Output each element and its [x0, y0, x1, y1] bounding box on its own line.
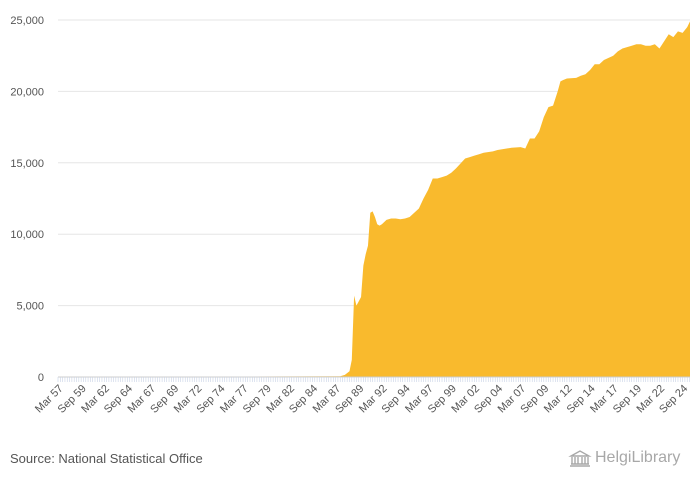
y-tick-label: 25,000 [10, 15, 44, 27]
y-tick-label: 20,000 [10, 86, 44, 98]
x-minor-ticks [57, 377, 690, 382]
brand-name: HelgiLibrary [595, 449, 681, 466]
brand-logo[interactable]: HelgiLibrary [568, 449, 680, 467]
y-tick-label: 5,000 [16, 301, 44, 313]
series-area [58, 21, 690, 378]
area-chart: 0 5,000 10,000 15,000 20,000 25,000 Mar 57Sep… [10, 15, 690, 416]
source-note: Source: National Statistical Office [10, 451, 203, 466]
y-tick-label: 0 [38, 372, 44, 384]
library-building-icon [568, 450, 592, 467]
y-tick-label: 10,000 [10, 229, 44, 241]
y-axis-tick-labels: 0 5,000 10,000 15,000 20,000 25,000 [10, 15, 44, 384]
y-tick-label: 15,000 [10, 158, 44, 170]
